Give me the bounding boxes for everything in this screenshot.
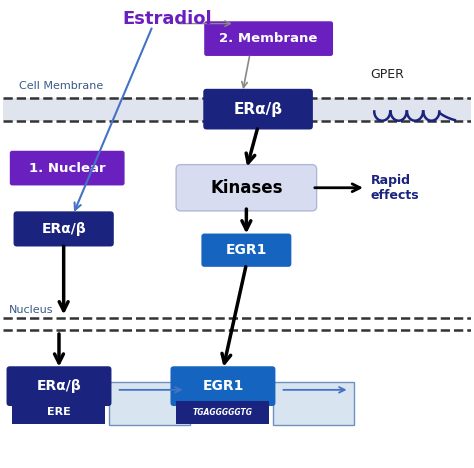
FancyBboxPatch shape <box>14 212 114 247</box>
Text: TGAGGGGGTG: TGAGGGGGTG <box>193 408 253 417</box>
FancyBboxPatch shape <box>12 401 105 424</box>
FancyBboxPatch shape <box>171 366 275 406</box>
FancyBboxPatch shape <box>201 234 292 267</box>
Text: Cell Membrane: Cell Membrane <box>19 80 103 91</box>
FancyBboxPatch shape <box>7 366 111 406</box>
FancyBboxPatch shape <box>176 165 317 211</box>
FancyBboxPatch shape <box>10 151 125 185</box>
Text: EGR1: EGR1 <box>226 243 267 257</box>
FancyBboxPatch shape <box>204 21 333 56</box>
FancyBboxPatch shape <box>109 382 190 424</box>
Text: GPER: GPER <box>371 68 404 81</box>
FancyBboxPatch shape <box>203 89 313 130</box>
Text: Nucleus: Nucleus <box>9 305 53 315</box>
Text: ERα/β: ERα/β <box>234 102 283 117</box>
Text: ERα/β: ERα/β <box>36 379 82 393</box>
FancyBboxPatch shape <box>176 401 269 424</box>
Text: Estradiol: Estradiol <box>122 10 211 28</box>
Text: ERα/β: ERα/β <box>41 222 86 236</box>
Text: ERE: ERE <box>47 407 71 417</box>
FancyBboxPatch shape <box>273 382 354 424</box>
Text: EGR1: EGR1 <box>202 379 244 393</box>
Text: 1. Nuclear: 1. Nuclear <box>29 161 106 175</box>
Bar <box>3 98 471 121</box>
Text: 2. Membrane: 2. Membrane <box>219 32 318 45</box>
Text: Rapid
effects: Rapid effects <box>371 174 419 202</box>
Text: Kinases: Kinases <box>210 179 283 197</box>
